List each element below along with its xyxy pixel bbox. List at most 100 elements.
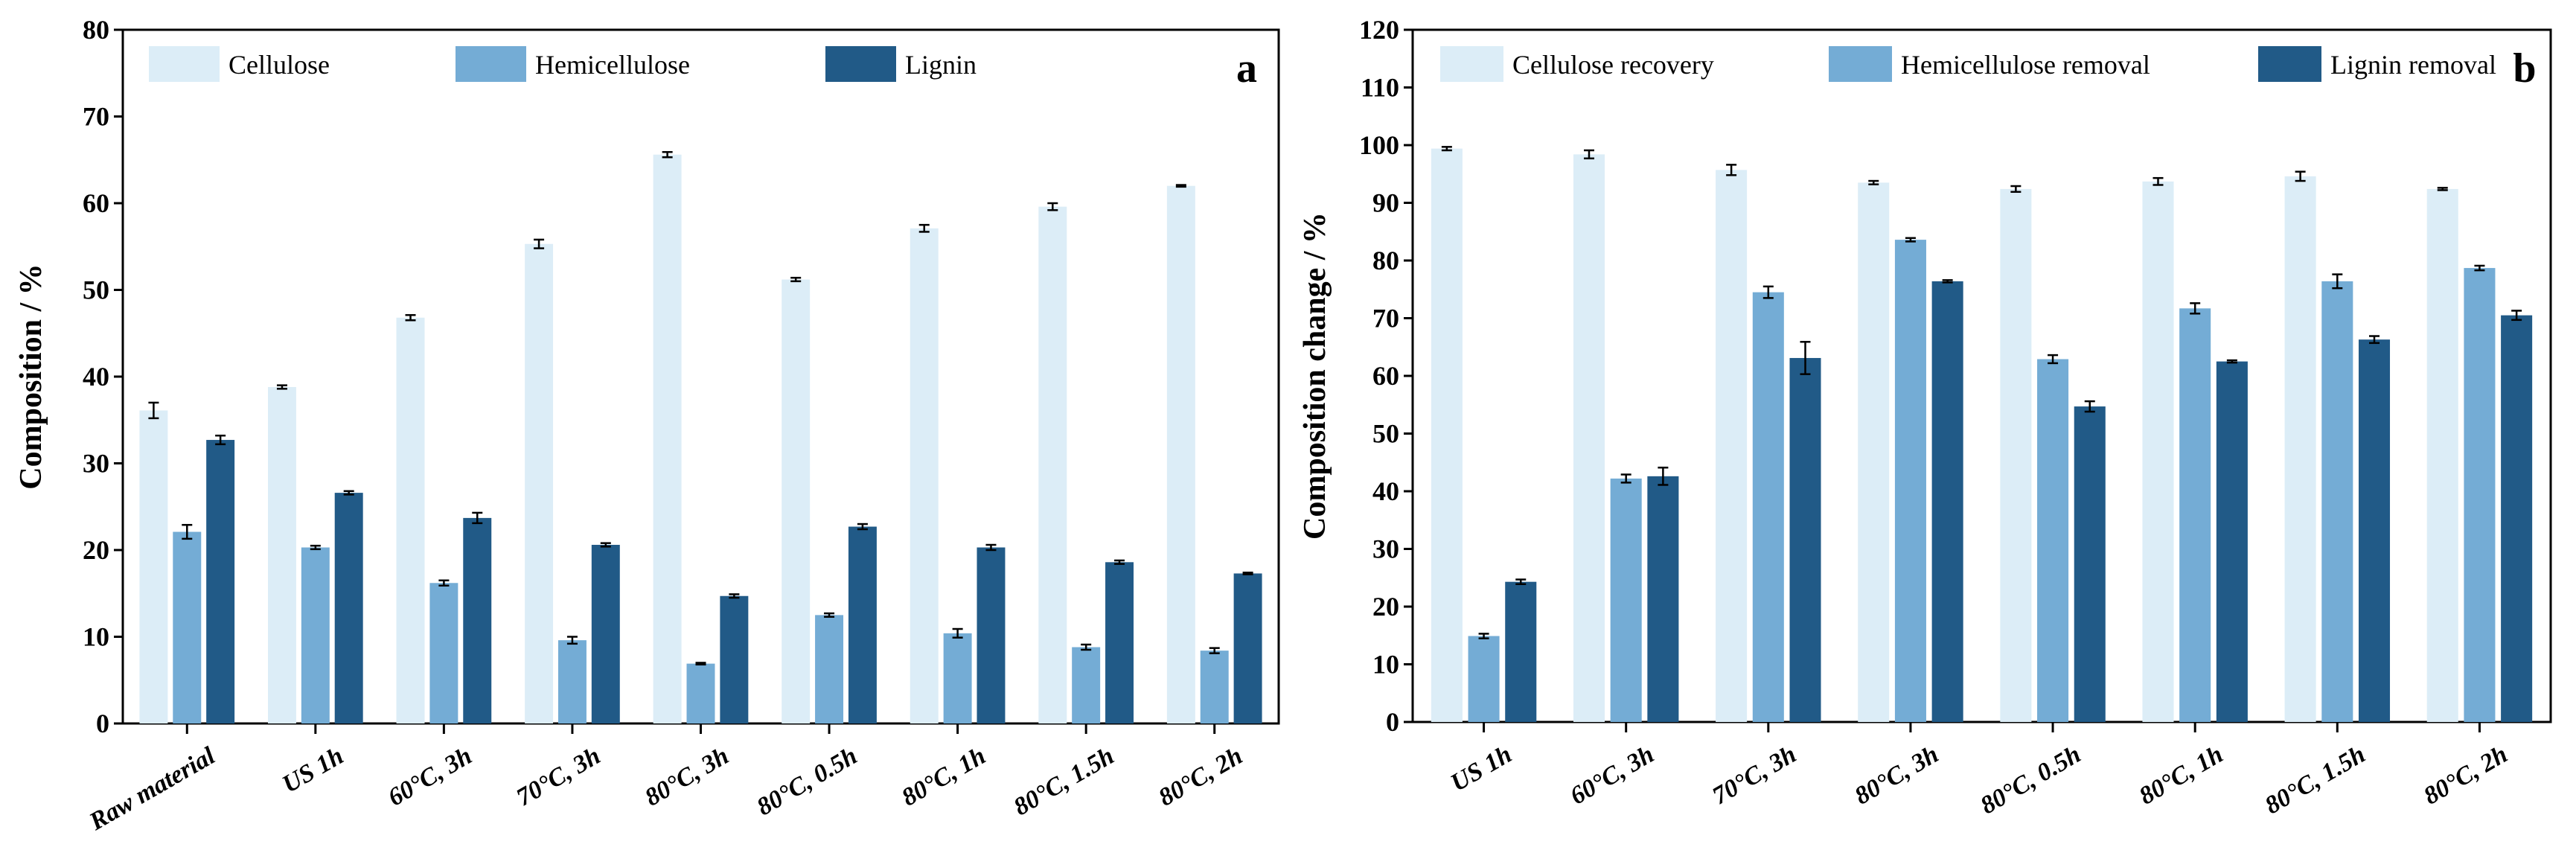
bar-cellulose-recovery [2000, 188, 2032, 722]
bar-cellulose [1166, 185, 1195, 723]
legend-swatch [1829, 46, 1892, 82]
bar-lignin [1105, 562, 1134, 723]
legend-label: Hemicellulose removal [1901, 50, 2150, 80]
x-tick-label: US 1h [1446, 741, 1517, 797]
panel-label: b [2513, 45, 2536, 92]
y-tick-label: 40 [83, 362, 109, 392]
y-tick-label: 100 [1359, 130, 1399, 160]
bar-hemicellulose [557, 640, 587, 723]
bar-cellulose-recovery [2142, 181, 2174, 722]
legend-swatch [149, 46, 220, 82]
legend-swatch [456, 46, 526, 82]
bar-hemicellulose-removal [1894, 240, 1926, 723]
y-tick-label: 0 [1386, 707, 1399, 737]
y-tick-label: 20 [1372, 592, 1399, 621]
bar-hemicellulose [301, 547, 330, 723]
bar-lignin-removal [2358, 339, 2391, 722]
y-tick-label: 50 [1372, 419, 1399, 449]
bar-lignin [848, 526, 877, 723]
x-tick-label: 80°C, 0.5h [752, 742, 862, 821]
x-tick-label: 80°C, 1.5h [2260, 741, 2370, 819]
x-tick-label: 60°C, 3h [383, 742, 476, 812]
bar-lignin [463, 517, 492, 723]
bar-hemicellulose [173, 531, 202, 723]
y-tick-label: 120 [1359, 15, 1399, 45]
y-tick-label: 70 [1372, 304, 1399, 333]
bar-cellulose [910, 228, 939, 723]
bar-hemicellulose [429, 583, 458, 723]
bar-lignin [591, 545, 620, 723]
y-axis-label: Composition change / % [1298, 212, 1332, 540]
bar-lignin-removal [1789, 357, 1821, 722]
x-tick-label: 80°C, 1h [2135, 741, 2228, 811]
bar-hemicellulose [1200, 651, 1229, 723]
bar-hemicellulose-removal [1610, 478, 1642, 722]
panel-label: a [1236, 45, 1257, 92]
x-tick-label: Raw material [84, 742, 220, 837]
y-tick-label: 30 [1372, 534, 1399, 564]
y-tick-label: 70 [83, 102, 109, 132]
legend-swatch [1440, 46, 1503, 82]
chart-panel-a: 0 10 20 30 40 50 60 70 80 Composition / % Raw mate… [14, 15, 1280, 837]
bar-hemicellulose [1072, 647, 1101, 723]
x-tick-label: 60°C, 3h [1566, 741, 1659, 811]
bar-lignin-removal [1931, 281, 1963, 722]
bar-hemicellulose-removal [2321, 281, 2353, 722]
y-tick-label: 90 [1372, 188, 1399, 218]
bar-cellulose-recovery [2284, 176, 2316, 723]
bar-cellulose [525, 243, 554, 723]
x-tick-label: 80°C, 3h [1850, 741, 1943, 811]
y-tick-label: 80 [83, 15, 109, 45]
legend-label: Lignin [905, 50, 977, 80]
legend-label: Lignin removal [2330, 50, 2496, 80]
y-tick-label: 40 [1372, 476, 1399, 506]
y-tick-label: 30 [83, 449, 109, 479]
bar-lignin [334, 493, 363, 723]
bar-hemicellulose-removal [2179, 308, 2211, 722]
bar-cellulose [782, 279, 811, 723]
bar-hemicellulose [815, 615, 844, 723]
bar-lignin-removal [1647, 476, 1679, 722]
bar-lignin [1233, 573, 1262, 723]
y-tick-label: 0 [96, 709, 109, 738]
bar-hemicellulose-removal [1468, 636, 1500, 722]
legend-label: Hemicellulose [535, 50, 690, 80]
y-tick-label: 60 [83, 188, 109, 218]
y-tick-label: 20 [83, 535, 109, 565]
bar-cellulose-recovery [1716, 170, 1748, 722]
y-axis-label: Composition / % [14, 263, 48, 489]
bar-hemicellulose [686, 663, 715, 723]
x-tick-label: 80°C, 1h [897, 742, 990, 812]
y-tick-label: 10 [1372, 650, 1399, 680]
bar-cellulose [396, 317, 425, 723]
legend-label: Cellulose [228, 50, 330, 80]
bar-hemicellulose-removal [2037, 359, 2069, 722]
x-tick-label: 80°C, 2h [1154, 742, 1247, 812]
y-tick-label: 10 [83, 622, 109, 652]
legend-label: Cellulose recovery [1512, 50, 1714, 80]
bar-lignin [206, 440, 235, 723]
bar-cellulose-recovery [1431, 148, 1463, 722]
x-tick-label: 70°C, 3h [1708, 741, 1801, 811]
bar-cellulose [653, 154, 682, 723]
x-tick-label: 80°C, 1.5h [1009, 742, 1119, 821]
y-tick-label: 50 [83, 275, 109, 305]
bar-hemicellulose-removal [2464, 268, 2496, 722]
bar-lignin [720, 595, 749, 723]
bar-lignin [977, 547, 1006, 723]
x-tick-label: 80°C, 0.5h [1976, 741, 2086, 819]
bar-hemicellulose [943, 633, 972, 723]
chart-panel-b: 0 10 20 30 40 50 60 70 80 90 100 110 120 Composition … [1298, 15, 2552, 819]
bar-cellulose [267, 386, 296, 723]
bar-lignin-removal [1505, 581, 1537, 722]
bar-lignin-removal [2074, 406, 2106, 722]
y-tick-label: 80 [1372, 246, 1399, 275]
bar-cellulose [139, 410, 168, 723]
y-tick-label: 110 [1361, 73, 1399, 103]
bar-cellulose [1038, 206, 1067, 723]
x-tick-label: 80°C, 2h [2419, 741, 2512, 811]
x-tick-label: 70°C, 3h [512, 742, 605, 812]
bar-cellulose-recovery [2426, 188, 2458, 722]
bar-hemicellulose-removal [1752, 292, 1784, 722]
